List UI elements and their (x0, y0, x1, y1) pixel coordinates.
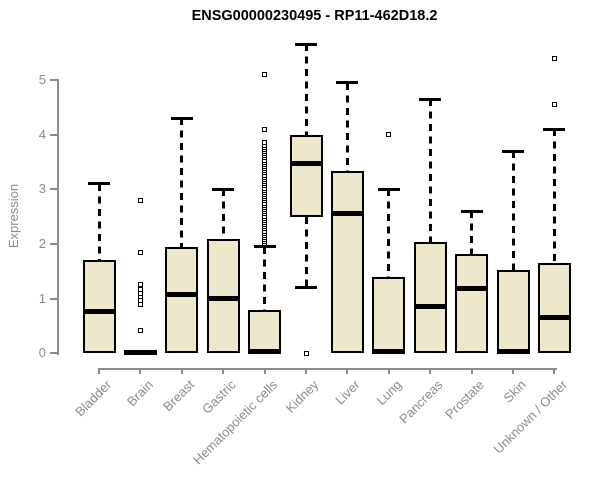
outlier-point-unknown-other (551, 55, 557, 61)
chart-title: ENSG00000230495 - RP11-462D18.2 (191, 8, 438, 24)
x-tick-mark-lung (387, 368, 390, 374)
y-tick-mark (50, 297, 57, 300)
y-tick-label: 2 (38, 235, 46, 251)
box-bladder (82, 260, 116, 354)
x-category-label-skin: Skin (500, 377, 529, 406)
y-tick-mark (50, 133, 57, 136)
box-skin (496, 270, 530, 354)
y-tick-mark (50, 242, 57, 245)
box-prostate (455, 253, 489, 354)
x-category-label-unknown-other: Unknown / Other (490, 377, 571, 457)
x-tick-mark-unknown-other (553, 368, 556, 374)
x-tick-mark-gastric (222, 368, 225, 374)
median-hematopoietic-cells (248, 349, 282, 355)
lower-whisker-kidney (304, 216, 308, 288)
x-tick-mark-bladder (98, 368, 100, 374)
upper-whisker-cap-pancreas (419, 97, 442, 101)
x-category-label-brain: Brain (123, 377, 157, 410)
y-tick-label: 0 (38, 345, 46, 361)
x-tick-mark-kidney (305, 368, 307, 374)
box-kidney (289, 134, 323, 217)
x-tick-mark-skin (512, 368, 514, 374)
x-category-label-prostate: Prostate (442, 377, 488, 422)
median-brain (123, 350, 157, 356)
upper-whisker-gastric (221, 189, 225, 239)
upper-whisker-prostate (470, 211, 474, 254)
upper-whisker-cap-hematopoietic-cells (253, 245, 276, 249)
outlier-point-unknown-other (551, 102, 557, 108)
box-pancreas (413, 242, 447, 354)
x-tick-mark-breast (180, 368, 183, 374)
y-tick-mark (50, 188, 57, 191)
y-tick-label: 3 (38, 181, 46, 197)
y-tick-label: 4 (38, 126, 46, 142)
x-category-label-lung: Lung (373, 377, 405, 409)
outlier-point-hematopoietic-cells (262, 72, 268, 78)
upper-whisker-liver (345, 82, 349, 171)
upper-whisker-cap-skin (502, 149, 524, 153)
box-gastric (206, 238, 240, 354)
y-tick-mark (50, 79, 57, 81)
y-tick-label: 5 (38, 72, 46, 87)
y-tick-label: 1 (38, 290, 46, 306)
x-category-label-pancreas: Pancreas (396, 377, 446, 427)
upper-whisker-skin (511, 151, 515, 271)
upper-whisker-breast (180, 118, 184, 247)
x-category-label-bladder: Bladder (72, 377, 115, 420)
median-skin (496, 349, 530, 355)
upper-whisker-cap-prostate (460, 209, 483, 213)
upper-whisker-cap-gastric (212, 187, 235, 191)
outlier-point-brain (137, 249, 143, 255)
upper-whisker-bladder (97, 183, 101, 261)
median-breast (165, 292, 199, 298)
x-tick-mark-prostate (470, 368, 473, 374)
x-axis-line (98, 367, 557, 370)
median-kidney (289, 160, 323, 166)
box-unknown-other (537, 263, 571, 354)
upper-whisker-cap-kidney (295, 42, 317, 46)
outlier-point-lung (386, 132, 392, 138)
median-lung (372, 349, 406, 355)
x-category-label-gastric: Gastric (199, 377, 239, 417)
outlier-point-hematopoietic-cells (262, 140, 268, 146)
upper-whisker-kidney (304, 44, 308, 135)
x-category-label-liver: Liver (332, 377, 364, 408)
outlier-point-kidney (303, 350, 309, 356)
median-unknown-other (537, 315, 571, 321)
lower-whisker-cap-kidney (295, 286, 317, 290)
x-tick-mark-pancreas (429, 368, 432, 374)
upper-whisker-unknown-other (552, 129, 556, 264)
upper-whisker-cap-breast (170, 116, 193, 120)
box-hematopoietic-cells (248, 309, 282, 354)
box-breast (165, 246, 199, 354)
median-pancreas (413, 304, 447, 310)
y-axis-label: Expression (6, 183, 21, 249)
x-category-label-kidney: Kidney (282, 377, 322, 416)
y-axis-line (56, 79, 59, 355)
box-liver (330, 170, 364, 354)
outlier-point-brain (137, 197, 143, 203)
upper-whisker-cap-bladder (88, 182, 110, 186)
median-gastric (206, 296, 240, 302)
upper-whisker-cap-liver (336, 81, 359, 85)
outlier-point-hematopoietic-cells (262, 126, 268, 132)
x-tick-mark-liver (346, 368, 349, 374)
median-prostate (455, 286, 489, 292)
median-liver (330, 211, 364, 217)
outlier-point-brain (137, 301, 143, 307)
upper-whisker-hematopoietic-cells (263, 246, 267, 310)
upper-whisker-lung (387, 189, 391, 277)
x-category-label-breast: Breast (160, 377, 198, 415)
outlier-point-brain (137, 327, 143, 333)
upper-whisker-pancreas (428, 99, 432, 243)
x-tick-mark-hematopoietic-cells (263, 368, 266, 374)
x-tick-mark-brain (139, 368, 142, 374)
box-lung (372, 276, 406, 354)
median-bladder (82, 308, 116, 314)
y-tick-mark (50, 352, 57, 355)
upper-whisker-cap-unknown-other (543, 127, 566, 131)
upper-whisker-cap-lung (377, 187, 400, 191)
